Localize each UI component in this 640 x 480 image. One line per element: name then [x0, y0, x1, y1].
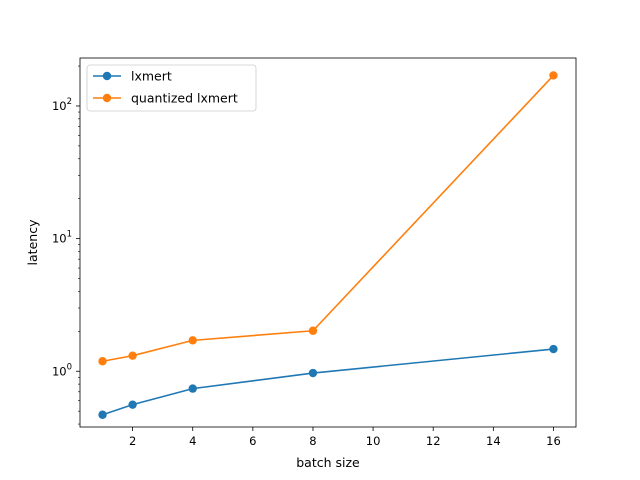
data-point	[308, 368, 318, 378]
x-tick-label: 2	[129, 434, 136, 448]
data-point	[128, 400, 137, 409]
y-tick-label: 101	[52, 230, 72, 246]
x-tick-label: 6	[249, 434, 256, 448]
plot-marks	[98, 71, 558, 419]
x-tick-label: 12	[426, 434, 441, 448]
x-tick-label: 10	[366, 434, 381, 448]
data-point	[549, 344, 558, 354]
plot-frame	[79, 57, 577, 428]
x-tick-label: 4	[189, 434, 196, 448]
legend-label: lxmert	[131, 69, 172, 84]
x-axis-label: batch size	[296, 455, 360, 470]
plot-background	[80, 58, 576, 427]
y-axis-label: latency	[25, 219, 40, 266]
y-tick-label: 102	[52, 97, 72, 113]
data-point	[98, 410, 107, 419]
y-tick-label: 100	[52, 362, 72, 378]
data-point	[308, 326, 318, 335]
data-point	[549, 71, 558, 80]
legend-box	[86, 64, 257, 112]
x-tick-label: 16	[546, 434, 561, 448]
legend-marker	[102, 93, 112, 103]
x-tick-label: 14	[486, 434, 501, 448]
data-point	[188, 336, 197, 345]
legend-label: quantized lxmert	[131, 91, 238, 106]
x-tick-label: 8	[309, 434, 316, 448]
data-point	[98, 357, 107, 366]
legend: lxmert quantized lxmert	[86, 64, 257, 112]
y-axis-ticks: 100 101 102	[52, 65, 80, 425]
legend-marker	[102, 71, 112, 81]
data-point	[188, 384, 197, 393]
x-axis-ticks: 2 4 6 8 10 12 14 16	[129, 427, 561, 448]
data-point	[128, 351, 137, 360]
